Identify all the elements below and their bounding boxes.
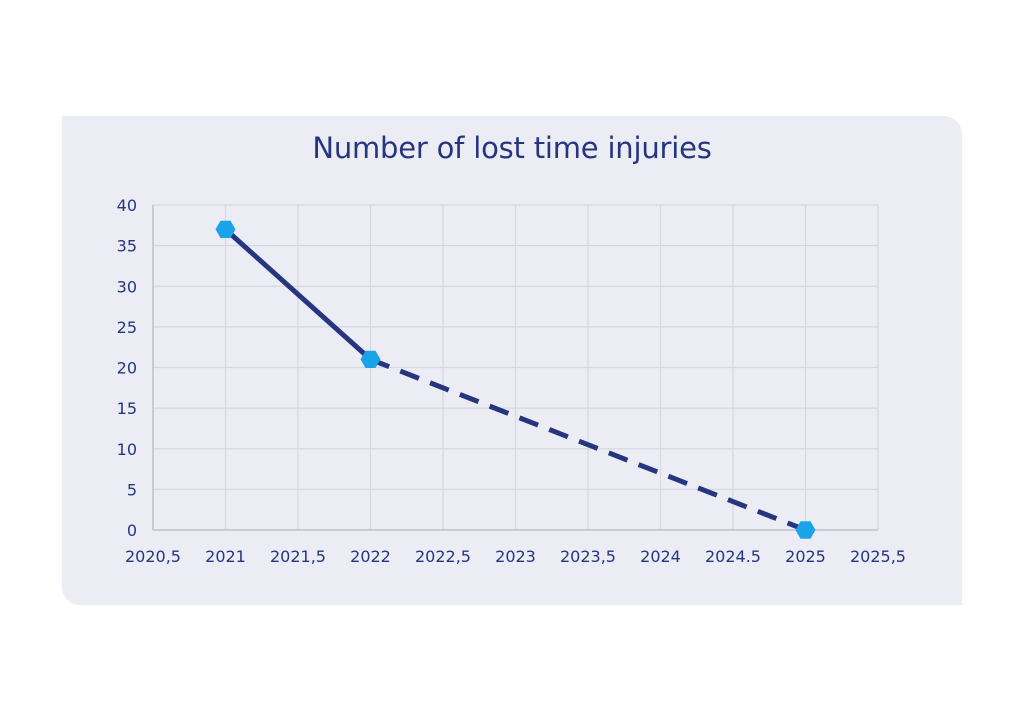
x-tick-label: 2024.5 <box>705 547 761 566</box>
y-tick-label: 40 <box>117 196 137 215</box>
data-point-marker <box>360 350 381 368</box>
x-tick-label: 2023,5 <box>560 547 616 566</box>
x-tick-label: 2021,5 <box>270 547 326 566</box>
chart-card <box>62 116 962 605</box>
x-tick-label: 2022,5 <box>415 547 471 566</box>
y-tick-label: 15 <box>117 399 137 418</box>
y-tick-label: 20 <box>117 359 137 378</box>
x-tick-label: 2024 <box>640 547 681 566</box>
x-tick-label: 2021 <box>205 547 246 566</box>
x-tick-label: 2020,5 <box>125 547 181 566</box>
x-tick-label: 2022 <box>350 547 391 566</box>
y-tick-label: 10 <box>117 440 137 459</box>
y-tick-label: 30 <box>117 277 137 296</box>
y-tick-label: 5 <box>127 480 137 499</box>
y-tick-label: 35 <box>117 237 137 256</box>
chart-title: Number of lost time injuries <box>312 131 712 165</box>
x-tick-label: 2025,5 <box>850 547 906 566</box>
data-point-marker <box>795 521 816 539</box>
series-line-dashed <box>369 357 807 533</box>
x-tick-label: 2025 <box>785 547 826 566</box>
x-tick-label: 2023 <box>495 547 536 566</box>
data-point-marker <box>215 220 236 238</box>
series-line-solid <box>223 227 373 362</box>
y-tick-label: 0 <box>127 521 137 540</box>
y-tick-label: 25 <box>117 318 137 337</box>
